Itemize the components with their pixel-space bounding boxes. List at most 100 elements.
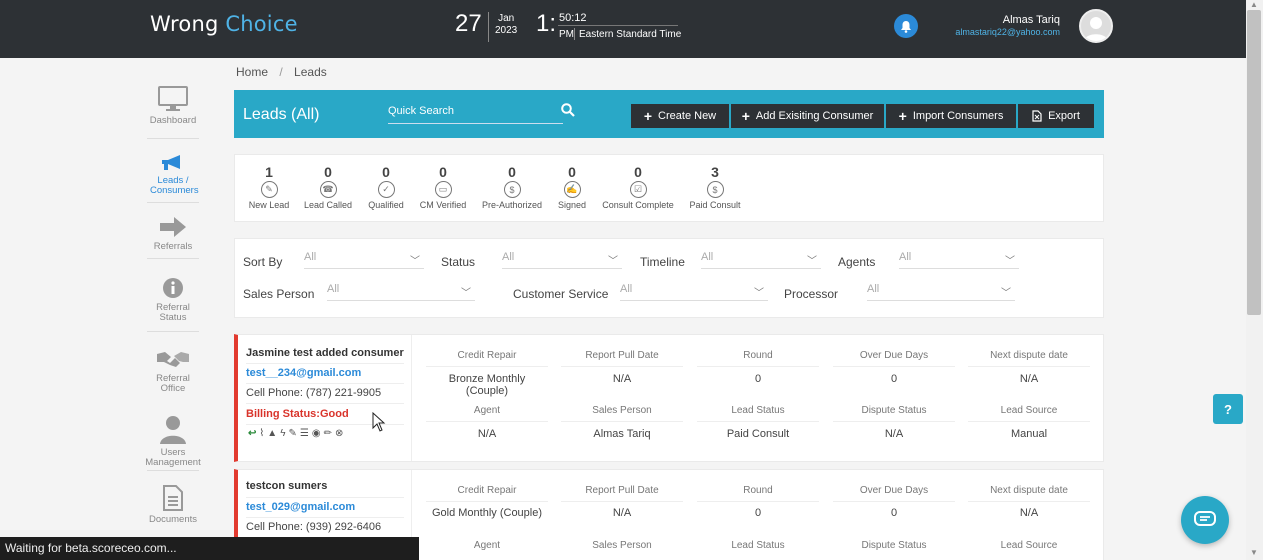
over-due-days-value: 0: [890, 507, 898, 519]
sidebar-item-referral-office[interactable]: Referral Office: [140, 350, 206, 394]
sidebar-item-label: Referrals: [153, 241, 193, 252]
stat-paid-consult[interactable]: 3 $ Paid Consult: [670, 165, 760, 210]
processor-label: Processor: [784, 287, 839, 301]
sidebar-item-referrals[interactable]: Referrals: [140, 216, 206, 259]
close-circle-icon[interactable]: ⊗: [334, 428, 344, 439]
add-existing-label: Add Exisiting Consumer: [755, 110, 874, 122]
stat-count: 0: [439, 164, 447, 180]
round-value: 0: [754, 507, 762, 519]
lead-phone: Cell Phone: (939) 292-6406: [246, 521, 382, 533]
export-button[interactable]: Export: [1018, 104, 1094, 128]
chevron-down-icon: ﹀: [807, 256, 817, 267]
lead-email[interactable]: test_029@gmail.com: [246, 501, 356, 513]
time-minutes: 50:12: [559, 12, 587, 24]
dollar-icon: $: [706, 181, 724, 198]
chevron-down-icon: ﹀: [1001, 288, 1011, 299]
next-dispute-date-value: N/A: [1019, 507, 1039, 519]
reply-icon[interactable]: ↩: [248, 428, 257, 439]
chevron-down-icon: ﹀: [608, 256, 618, 267]
stat-pre-authorized[interactable]: 0 $ Pre-Authorized: [467, 165, 557, 210]
import-consumers-label: Import Consumers: [912, 110, 1004, 122]
stat-lead-called[interactable]: 0 ☎ Lead Called: [283, 165, 373, 210]
filters-panel: Sort By All ﹀ Status All ﹀ Timeline All …: [234, 238, 1104, 318]
scroll-up-arrow-icon[interactable]: ▲: [1250, 0, 1258, 9]
eye-icon[interactable]: ◉: [311, 428, 321, 439]
sort-by-select[interactable]: All ﹀: [304, 251, 424, 269]
avatar[interactable]: [1079, 9, 1113, 43]
export-label: Export: [1048, 110, 1080, 122]
edit-note-icon[interactable]: ✎: [288, 428, 297, 439]
column-header: Lead Status: [731, 405, 785, 416]
user-email[interactable]: almastariq22@yahoo.com: [955, 27, 1060, 37]
notification-bell-icon[interactable]: [894, 14, 918, 38]
lead-source-value: Manual: [1010, 428, 1048, 440]
create-new-button[interactable]: + Create New: [631, 104, 729, 128]
sidebar-item-referral-status[interactable]: Referral Status: [140, 277, 206, 332]
handshake-icon: [157, 352, 189, 367]
divider: [968, 501, 1090, 502]
stat-count: 0: [634, 164, 642, 180]
chevron-down-icon: ﹀: [410, 256, 420, 267]
column-header: Report Pull Date: [585, 485, 659, 496]
pencil-icon[interactable]: ✏: [323, 428, 332, 439]
chat-button[interactable]: [1181, 496, 1229, 544]
scrollbar-thumb[interactable]: [1247, 10, 1261, 315]
date-day: 27: [455, 10, 482, 37]
agents-select[interactable]: All ﹀: [899, 251, 1019, 269]
status-select[interactable]: All ﹀: [502, 251, 622, 269]
sidebar-item-leads[interactable]: Leads / Consumers: [140, 154, 206, 203]
stat-qualified[interactable]: 0 ✓ Qualified: [341, 165, 431, 210]
brand-logo[interactable]: Wrong Choice: [150, 12, 298, 36]
leads-toolbar: Leads (All) Quick Search + Create New + …: [234, 90, 1104, 138]
sales-person-select[interactable]: All ﹀: [327, 283, 475, 301]
stat-consult-complete[interactable]: 0 ☑ Consult Complete: [593, 165, 683, 210]
customer-service-select[interactable]: All ﹀: [620, 283, 768, 301]
stat-label: Consult Complete: [602, 200, 674, 210]
stat-cm-verified[interactable]: 0 ▭ CM Verified: [398, 165, 488, 210]
timeline-select[interactable]: All ﹀: [701, 251, 821, 269]
attachment-icon[interactable]: ⌇: [259, 428, 265, 439]
sales-person-value: Almas Tariq: [593, 428, 651, 440]
column-header: Over Due Days: [859, 350, 929, 361]
column-header: Report Pull Date: [585, 350, 659, 361]
column-header: Round: [743, 350, 773, 361]
list-icon[interactable]: ☰: [299, 428, 309, 439]
divider: [147, 202, 199, 203]
divider: [246, 424, 404, 425]
lead-actions: ↩ ⌇ ▲ ϟ ✎ ☰ ◉ ✏ ⊗: [248, 428, 343, 439]
processor-select[interactable]: All ﹀: [867, 283, 1015, 301]
stat-count: 3: [711, 164, 719, 180]
column-header: Next dispute date: [990, 350, 1068, 361]
stat-count: 0: [324, 164, 332, 180]
plus-icon: +: [741, 108, 750, 124]
quick-search-input[interactable]: Quick Search: [388, 104, 563, 124]
help-button[interactable]: ?: [1213, 394, 1243, 424]
lead-name[interactable]: Jasmine test added consumer: [246, 347, 404, 359]
sidebar-item-documents[interactable]: Documents: [140, 485, 206, 525]
lead-card[interactable]: Jasmine test added consumer test__234@gm…: [234, 334, 1104, 462]
time-hour: 1:: [536, 10, 557, 37]
stat-count: 0: [382, 164, 390, 180]
warning-icon[interactable]: ▲: [267, 428, 278, 439]
stat-new-lead[interactable]: 1 ✎ New Lead: [224, 165, 314, 210]
user-icon: [160, 416, 186, 444]
status-label: Status: [441, 255, 476, 269]
sidebar-item-dashboard[interactable]: Dashboard: [140, 86, 206, 139]
add-existing-consumer-button[interactable]: + Add Exisiting Consumer: [731, 104, 884, 128]
search-icon[interactable]: [561, 103, 575, 117]
lead-name[interactable]: testcon sumers: [246, 480, 328, 492]
date-year: 2023: [495, 25, 518, 36]
user-name[interactable]: Almas Tariq: [1002, 14, 1060, 26]
lightning-icon[interactable]: ϟ: [280, 428, 286, 439]
breadcrumb-home[interactable]: Home: [236, 65, 269, 79]
stat-signed[interactable]: 0 ✍ Signed: [527, 165, 617, 210]
select-value: All: [867, 283, 880, 295]
import-consumers-button[interactable]: + Import Consumers: [886, 104, 1016, 128]
report-pull-date-value: N/A: [612, 507, 632, 519]
scroll-down-arrow-icon[interactable]: ▼: [1250, 548, 1258, 557]
select-value: All: [327, 283, 340, 295]
sidebar-item-users-management[interactable]: Users Management: [140, 414, 206, 471]
breadcrumb-separator: /: [279, 65, 283, 79]
column-header: Sales Person: [592, 405, 652, 416]
lead-email[interactable]: test__234@gmail.com: [246, 367, 362, 379]
